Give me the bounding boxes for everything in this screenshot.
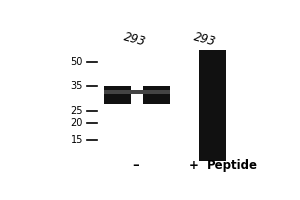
Text: +: +: [188, 159, 198, 172]
Bar: [143, 104, 170, 161]
Text: 25: 25: [70, 106, 83, 116]
Bar: [104, 90, 170, 94]
Text: 20: 20: [70, 118, 83, 128]
Bar: [143, 50, 170, 161]
Bar: [104, 50, 130, 161]
Bar: [104, 104, 130, 161]
Text: 35: 35: [70, 81, 83, 91]
Text: Peptide: Peptide: [207, 159, 258, 172]
Bar: [199, 50, 226, 161]
Text: 50: 50: [70, 57, 83, 67]
Text: 293: 293: [192, 30, 218, 49]
Bar: [104, 50, 130, 86]
Text: –: –: [132, 159, 139, 172]
Bar: [143, 50, 170, 86]
Text: 15: 15: [70, 135, 83, 145]
Text: 293: 293: [123, 30, 148, 49]
